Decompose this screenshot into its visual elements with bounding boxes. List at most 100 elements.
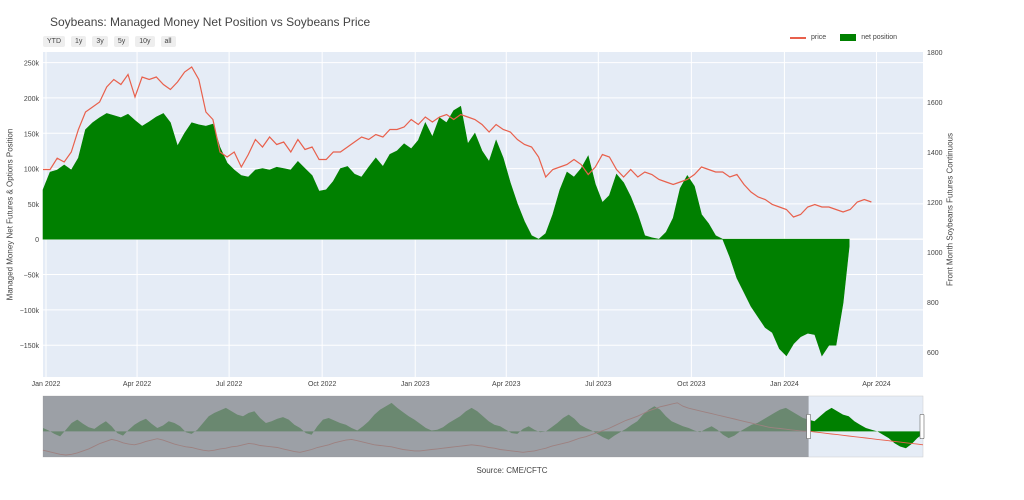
net-position-point[interactable] xyxy=(339,167,341,169)
price-point[interactable] xyxy=(495,123,497,125)
legend-item-net-position[interactable]: net position xyxy=(840,34,897,41)
price-point[interactable] xyxy=(134,96,136,98)
price-point[interactable] xyxy=(559,166,561,168)
net-position-point[interactable] xyxy=(148,121,150,123)
price-point[interactable] xyxy=(714,171,716,173)
price-point[interactable] xyxy=(481,123,483,125)
net-position-point[interactable] xyxy=(91,121,93,123)
price-point[interactable] xyxy=(353,141,355,143)
net-position-point[interactable] xyxy=(566,171,568,173)
net-position-point[interactable] xyxy=(814,333,816,335)
net-position-point[interactable] xyxy=(587,155,589,157)
net-position-point[interactable] xyxy=(247,176,249,178)
price-point[interactable] xyxy=(792,216,794,218)
price-point[interactable] xyxy=(516,138,518,140)
net-position-point[interactable] xyxy=(56,169,58,171)
price-point[interactable] xyxy=(219,151,221,153)
price-point[interactable] xyxy=(474,118,476,120)
price-point[interactable] xyxy=(452,118,454,120)
price-point[interactable] xyxy=(127,73,129,75)
price-point[interactable] xyxy=(601,153,603,155)
price-point[interactable] xyxy=(693,173,695,175)
price-point[interactable] xyxy=(849,208,851,210)
price-point[interactable] xyxy=(863,198,865,200)
net-position-point[interactable] xyxy=(679,187,681,189)
price-point[interactable] xyxy=(417,123,419,125)
net-position-point[interactable] xyxy=(42,189,44,191)
price-point[interactable] xyxy=(98,101,100,103)
net-position-point[interactable] xyxy=(707,222,709,224)
price-point[interactable] xyxy=(665,181,667,183)
price-point[interactable] xyxy=(240,166,242,168)
range-button-1y[interactable]: 1y xyxy=(71,36,87,47)
net-position-point[interactable] xyxy=(460,105,462,107)
price-point[interactable] xyxy=(169,88,171,90)
net-position-point[interactable] xyxy=(240,174,242,176)
price-point[interactable] xyxy=(870,201,872,203)
price-point[interactable] xyxy=(488,131,490,133)
price-point[interactable] xyxy=(375,133,377,135)
price-point[interactable] xyxy=(806,206,808,208)
net-position-point[interactable] xyxy=(700,213,702,215)
net-position-point[interactable] xyxy=(120,117,122,119)
net-position-point[interactable] xyxy=(545,232,547,234)
price-point[interactable] xyxy=(360,136,362,138)
legend-item-price[interactable]: price xyxy=(790,34,826,41)
net-position-point[interactable] xyxy=(254,169,256,171)
net-position-point[interactable] xyxy=(233,169,235,171)
price-point[interactable] xyxy=(651,173,653,175)
price-point[interactable] xyxy=(502,128,504,130)
net-position-point[interactable] xyxy=(495,139,497,141)
net-position-point[interactable] xyxy=(169,121,171,123)
net-position-point[interactable] xyxy=(84,129,86,131)
net-position-point[interactable] xyxy=(509,182,511,184)
range-button-3y[interactable]: 3y xyxy=(92,36,108,47)
price-point[interactable] xyxy=(290,151,292,153)
price-point[interactable] xyxy=(622,176,624,178)
price-point[interactable] xyxy=(672,183,674,185)
net-position-point[interactable] xyxy=(360,176,362,178)
net-position-point[interactable] xyxy=(757,316,759,318)
price-point[interactable] xyxy=(778,206,780,208)
net-position-point[interactable] xyxy=(162,112,164,114)
net-position-point[interactable] xyxy=(431,136,433,138)
net-position-point[interactable] xyxy=(403,143,405,145)
net-position-point[interactable] xyxy=(176,145,178,147)
price-point[interactable] xyxy=(318,158,320,160)
net-position-point[interactable] xyxy=(410,148,412,150)
net-position-point[interactable] xyxy=(637,213,639,215)
net-position-point[interactable] xyxy=(764,326,766,328)
range-slider-handle-right[interactable] xyxy=(919,413,925,439)
price-point[interactable] xyxy=(49,168,51,170)
price-point[interactable] xyxy=(389,128,391,130)
net-position-point[interactable] xyxy=(190,121,192,123)
net-position-point[interactable] xyxy=(467,143,469,145)
price-point[interactable] xyxy=(460,113,462,115)
net-position-point[interactable] xyxy=(848,245,850,247)
price-point[interactable] xyxy=(467,116,469,118)
net-position-point[interactable] xyxy=(106,112,108,114)
net-position-point[interactable] xyxy=(750,305,752,307)
price-point[interactable] xyxy=(283,141,285,143)
price-point[interactable] xyxy=(573,158,575,160)
price-point[interactable] xyxy=(509,131,511,133)
price-point[interactable] xyxy=(842,211,844,213)
price-point[interactable] xyxy=(431,121,433,123)
net-position-point[interactable] xyxy=(353,173,355,175)
price-point[interactable] xyxy=(545,176,547,178)
price-point[interactable] xyxy=(722,171,724,173)
price-point[interactable] xyxy=(304,148,306,150)
net-position-point[interactable] xyxy=(693,185,695,187)
net-position-point[interactable] xyxy=(368,166,370,168)
net-position-point[interactable] xyxy=(537,238,539,240)
net-position-point[interactable] xyxy=(396,150,398,152)
net-position-point[interactable] xyxy=(155,116,157,118)
net-position-point[interactable] xyxy=(77,157,79,159)
net-position-point[interactable] xyxy=(821,355,823,357)
net-position-point[interactable] xyxy=(594,183,596,185)
price-point[interactable] xyxy=(729,176,731,178)
net-position-point[interactable] xyxy=(552,213,554,215)
price-point[interactable] xyxy=(183,71,185,73)
net-position-point[interactable] xyxy=(778,348,780,350)
price-point[interactable] xyxy=(707,168,709,170)
